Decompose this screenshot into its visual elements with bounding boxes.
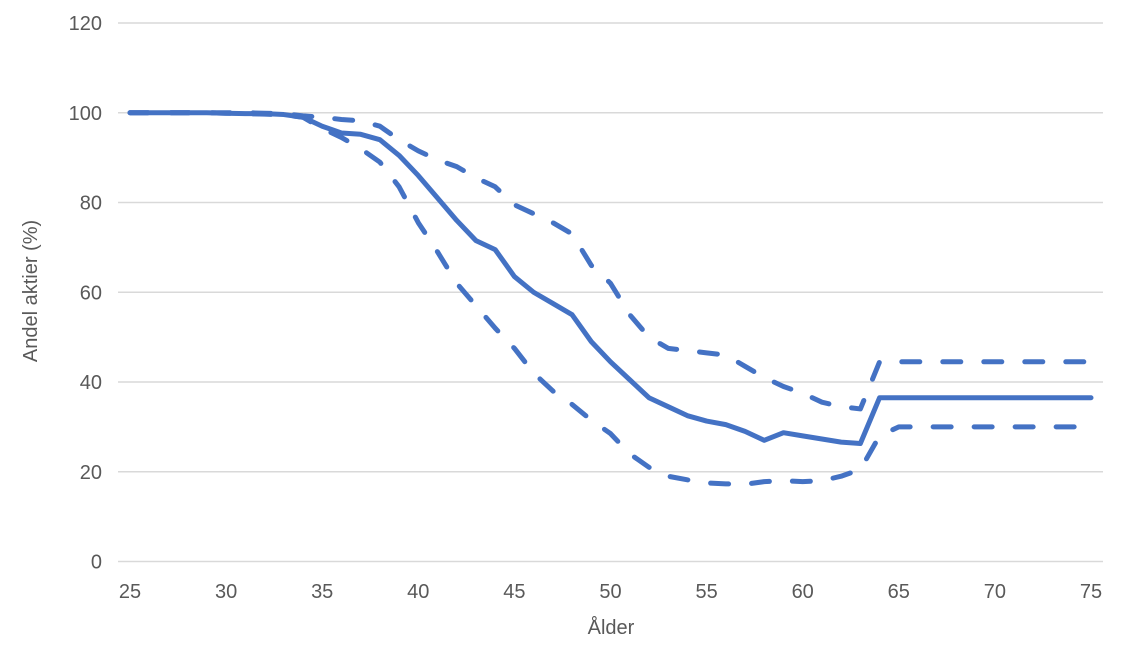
y-tick-label: 60 [80, 282, 102, 304]
x-axis-tick-labels: 25 30 35 40 45 50 55 60 65 70 75 [119, 581, 1102, 603]
gridlines [118, 22, 1103, 563]
x-tick-label: 65 [888, 581, 910, 603]
series-line-lower-dashed-band [127, 110, 1094, 487]
x-axis-title: Ålder [588, 616, 635, 639]
x-tick-label: 45 [503, 581, 525, 603]
x-tick-label: 60 [792, 581, 814, 603]
series-line-upper-dashed-band [127, 110, 1094, 412]
y-tick-label: 40 [80, 372, 102, 394]
y-tick-label: 80 [80, 193, 102, 215]
y-tick-label: 20 [80, 462, 102, 484]
y-tick-label: 120 [69, 13, 102, 35]
x-tick-label: 25 [119, 581, 141, 603]
y-axis-title: Andel aktier (%) [20, 220, 42, 362]
series-line-median-solid [127, 110, 1094, 446]
x-tick-label: 50 [599, 581, 621, 603]
x-tick-label: 75 [1080, 581, 1102, 603]
series-lines [127, 110, 1094, 487]
x-tick-label: 55 [695, 581, 717, 603]
x-tick-label: 40 [407, 581, 429, 603]
y-tick-label: 0 [91, 552, 102, 574]
y-tick-label: 100 [69, 103, 102, 125]
x-tick-label: 35 [311, 581, 333, 603]
x-tick-label: 30 [215, 581, 237, 603]
x-tick-label: 70 [984, 581, 1006, 603]
y-axis-tick-labels: 0 20 40 60 80 100 120 [69, 13, 102, 574]
